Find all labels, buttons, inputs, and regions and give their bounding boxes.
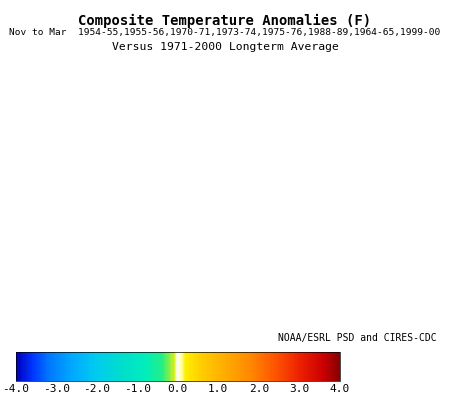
Text: NOAA/ESRL PSD and CIRES-CDC: NOAA/ESRL PSD and CIRES-CDC xyxy=(278,333,436,343)
Text: Nov to Mar  1954-55,1955-56,1970-71,1973-74,1975-76,1988-89,1964-65,1999-00: Nov to Mar 1954-55,1955-56,1970-71,1973-… xyxy=(9,28,441,37)
Text: Versus 1971-2000 Longterm Average: Versus 1971-2000 Longterm Average xyxy=(112,42,338,52)
Text: Composite Temperature Anomalies (F): Composite Temperature Anomalies (F) xyxy=(78,14,372,28)
